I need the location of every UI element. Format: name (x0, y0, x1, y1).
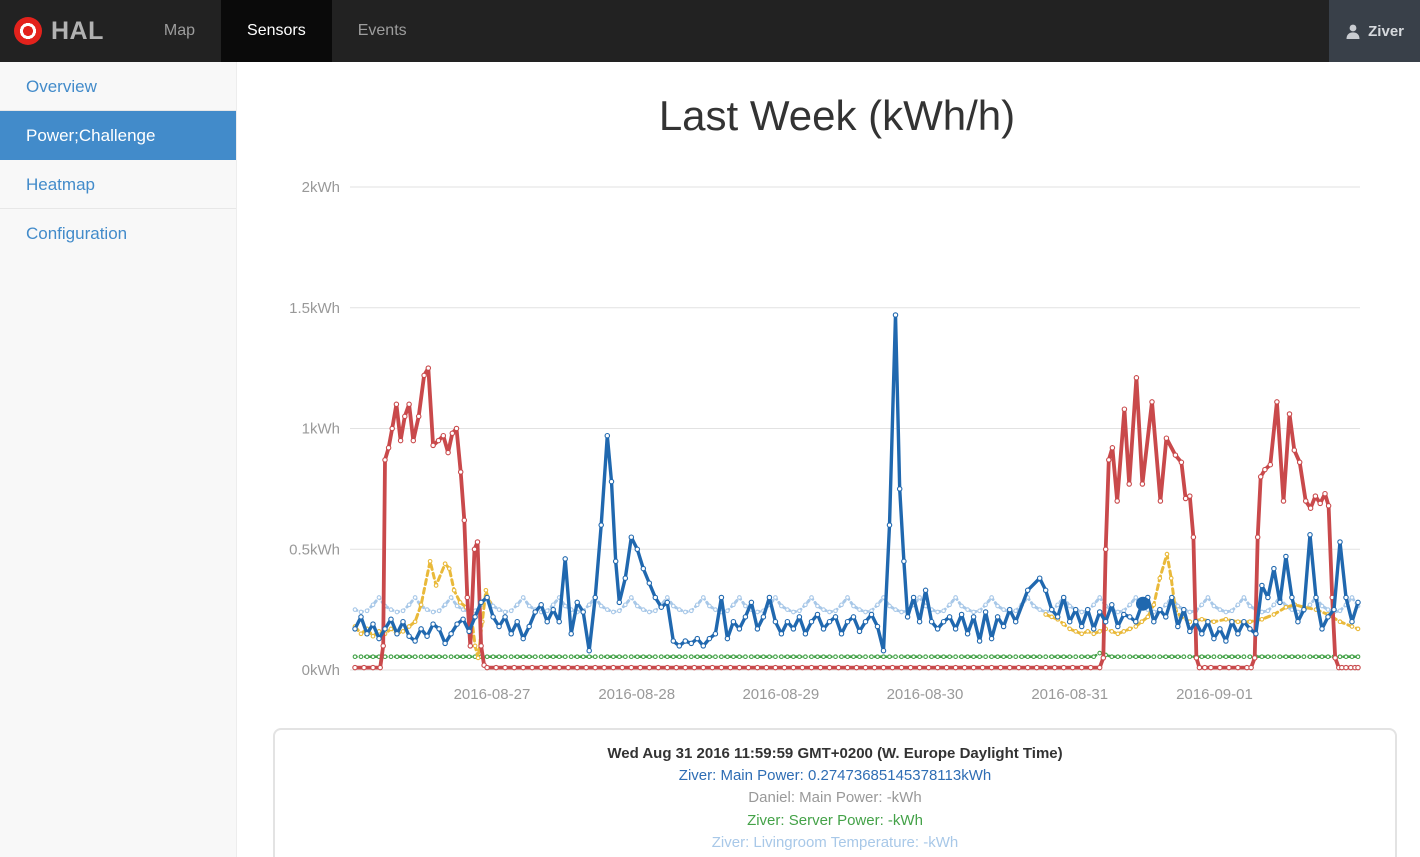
chart-title: Last Week (kWh/h) (658, 92, 1016, 139)
nav-item-sensors[interactable]: Sensors (221, 0, 332, 62)
tooltip-row-ziver-livingroom-temperature: Ziver: Livingroom Temperature: -kWh (711, 834, 959, 852)
svg-text:0kWh: 0kWh (302, 662, 340, 679)
navbar-menu: Map Sensors Events (138, 0, 433, 62)
brand[interactable]: HAL (0, 0, 122, 62)
tooltip-row-ziver-main-power: Ziver: Main Power: 0.27473685145378113kW… (678, 767, 992, 784)
bullseye-logo-icon (14, 17, 42, 45)
sidebar-item-power-challenge[interactable]: Power;Challenge (0, 111, 236, 160)
chart-tooltip-box: Wed Aug 31 2016 11:59:59 GMT+0200 (W. Eu… (273, 728, 1397, 857)
top-navbar: HAL Map Sensors Events Ziver (0, 0, 1420, 62)
sidebar: Overview Power;Challenge Heatmap Configu… (0, 62, 237, 857)
sidebar-item-heatmap[interactable]: Heatmap (0, 160, 236, 209)
sidebar-item-overview[interactable]: Overview (0, 62, 236, 111)
tooltip-date-header: Wed Aug 31 2016 11:59:59 GMT+0200 (W. Eu… (607, 745, 1063, 762)
svg-text:2016-08-31: 2016-08-31 (1031, 686, 1108, 703)
brand-text: HAL (51, 16, 104, 45)
tooltip-row-ziver-server-power: Ziver: Server Power: -kWh (747, 811, 923, 829)
svg-text:2016-09-01: 2016-09-01 (1176, 686, 1253, 703)
svg-text:1.5kWh: 1.5kWh (289, 300, 340, 317)
svg-text:2016-08-29: 2016-08-29 (742, 686, 819, 703)
svg-text:2kWh: 2kWh (302, 179, 340, 196)
svg-text:2016-08-28: 2016-08-28 (598, 686, 675, 703)
sidebar-item-configuration[interactable]: Configuration (26, 224, 128, 243)
nav-item-events[interactable]: Events (357, 22, 407, 39)
tooltip-row-daniel-main-power: Daniel: Main Power: -kWh (748, 789, 922, 807)
user-menu[interactable]: Ziver (1329, 0, 1420, 62)
svg-text:2016-08-27: 2016-08-27 (454, 686, 531, 703)
nav-item-map[interactable]: Map (163, 22, 196, 39)
main-content (237, 62, 1420, 857)
svg-text:0.5kWh: 0.5kWh (289, 541, 340, 558)
user-name: Ziver (1368, 22, 1404, 40)
svg-text:1kWh: 1kWh (302, 421, 340, 438)
svg-text:2016-08-30: 2016-08-30 (887, 686, 964, 703)
user-icon (1346, 24, 1360, 39)
navbar-right: Ziver (1329, 0, 1420, 62)
